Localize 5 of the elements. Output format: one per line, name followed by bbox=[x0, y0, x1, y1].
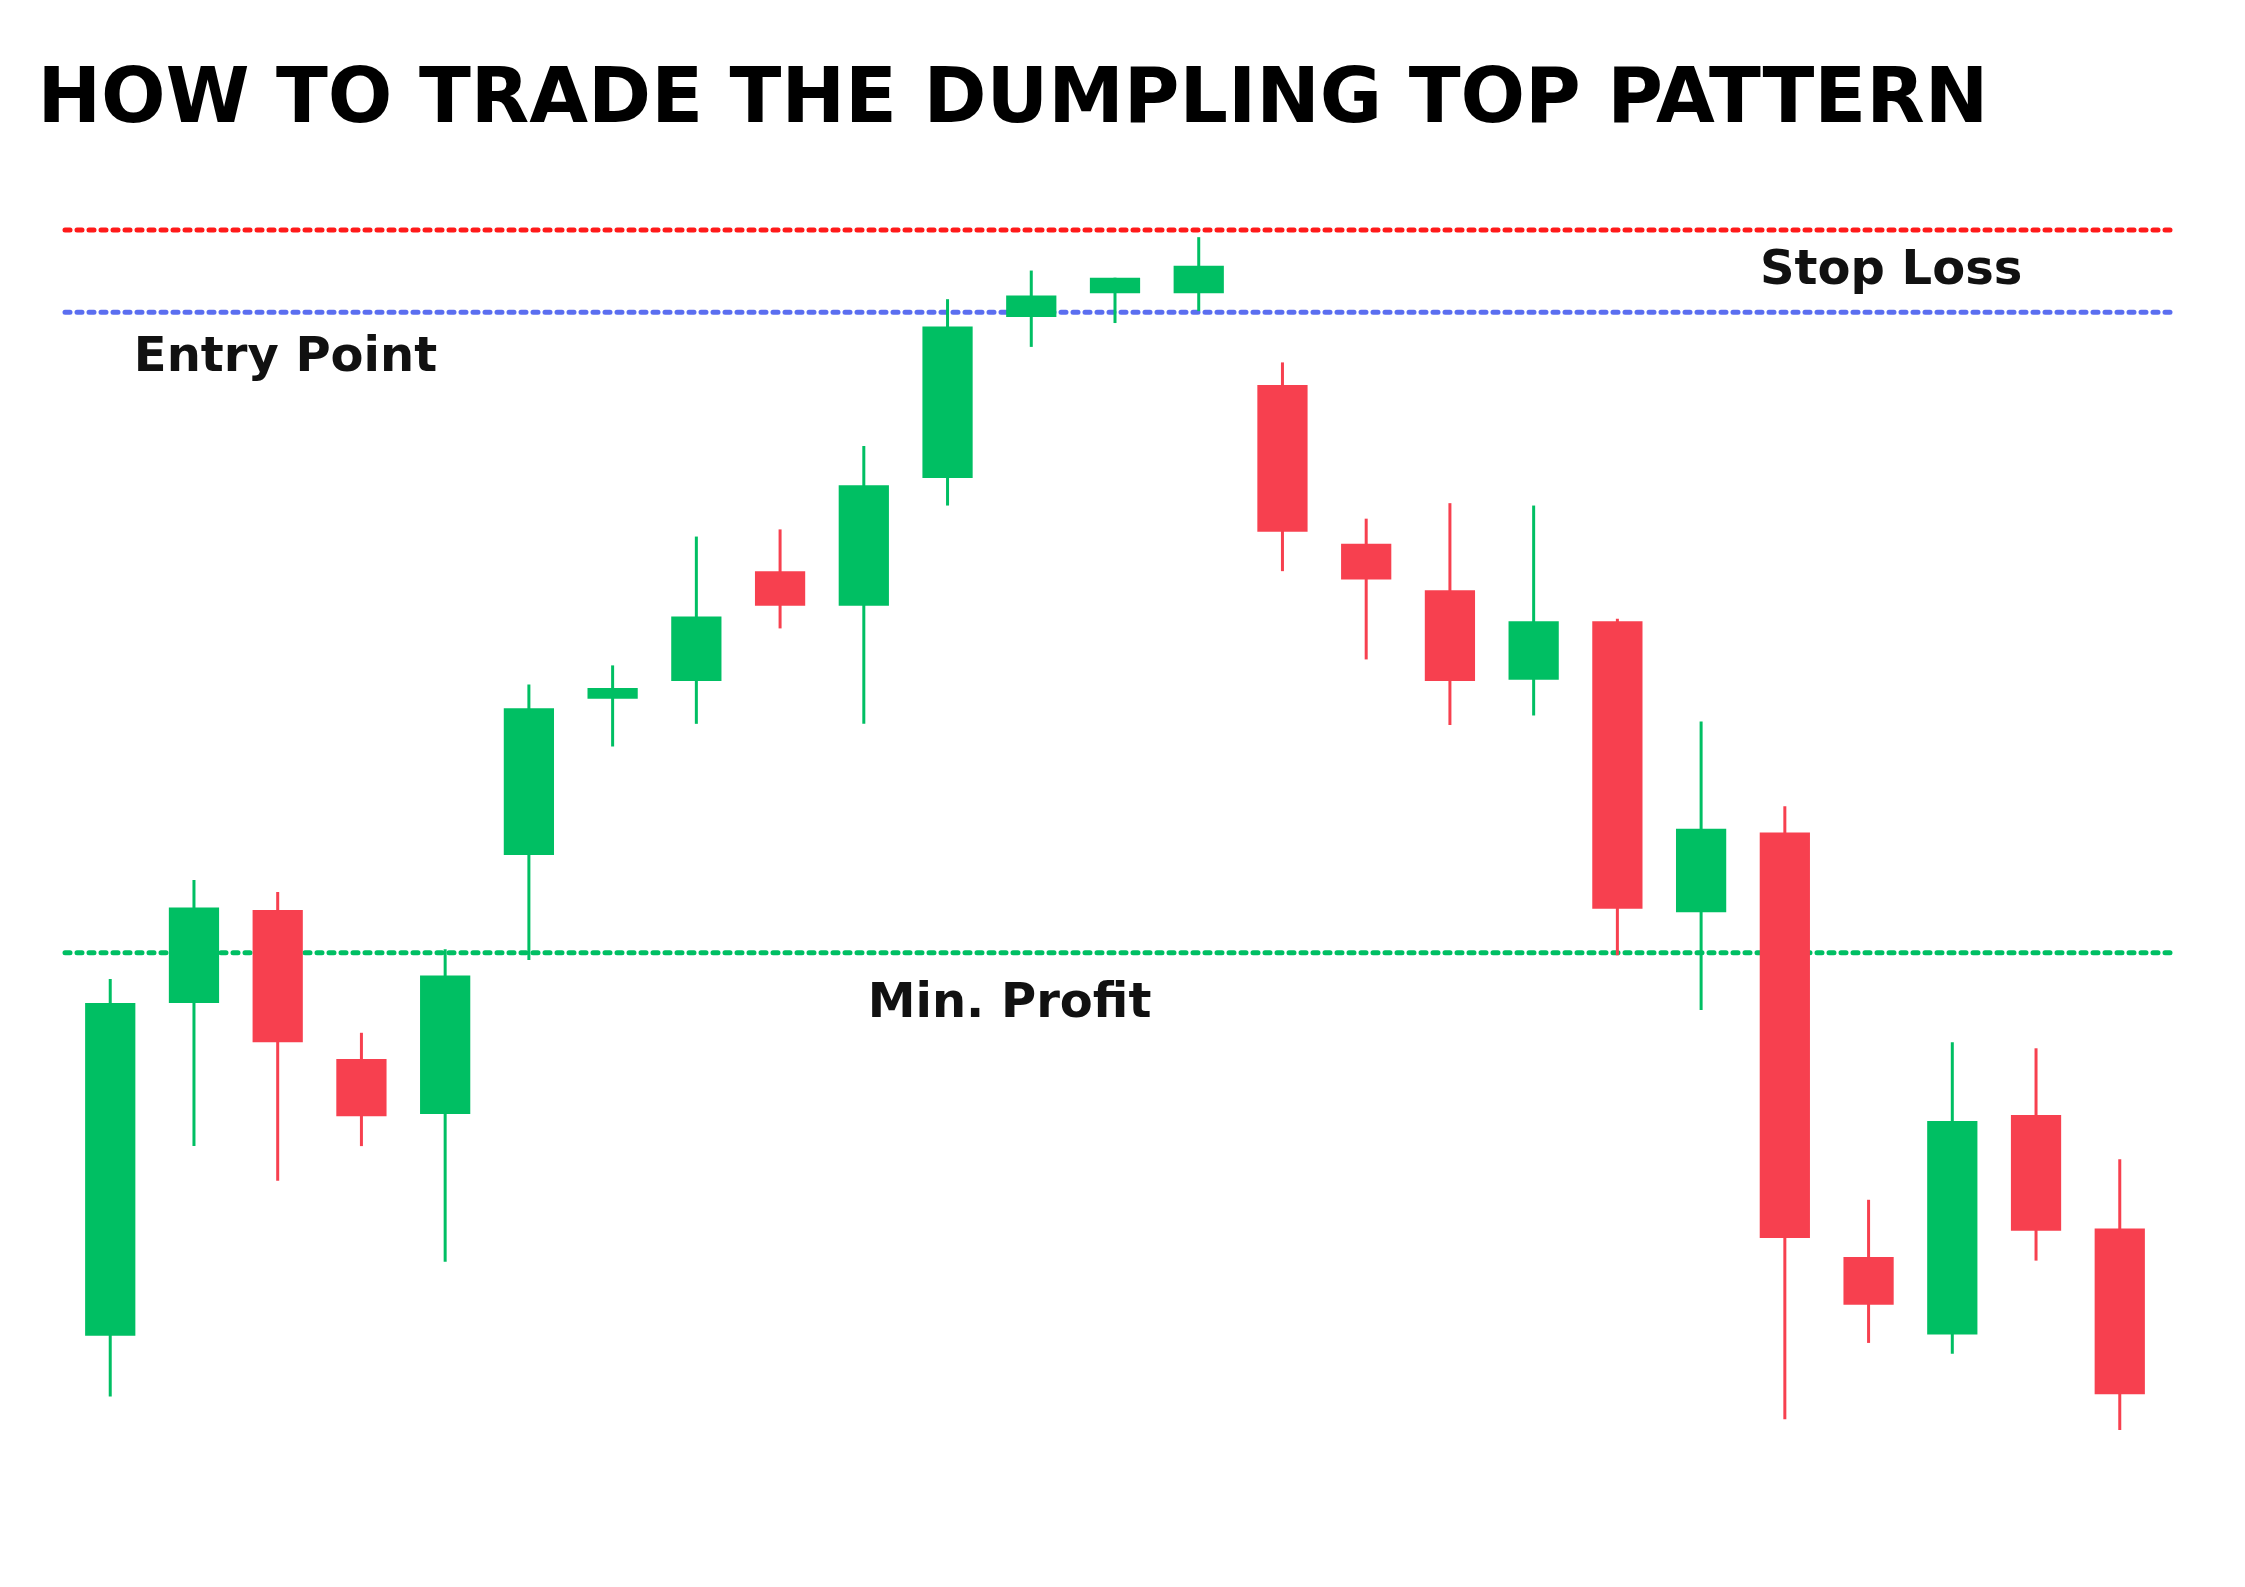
ref-line-label: Stop Loss bbox=[1760, 239, 2023, 295]
ref-line-label: Min. Profit bbox=[867, 971, 1152, 1028]
ref-line-label: Entry Point bbox=[133, 326, 438, 383]
candlestick bbox=[587, 665, 638, 747]
chart-title: HOW TO TRADE THE DUMPLING TOP PATTERN bbox=[37, 50, 1989, 140]
